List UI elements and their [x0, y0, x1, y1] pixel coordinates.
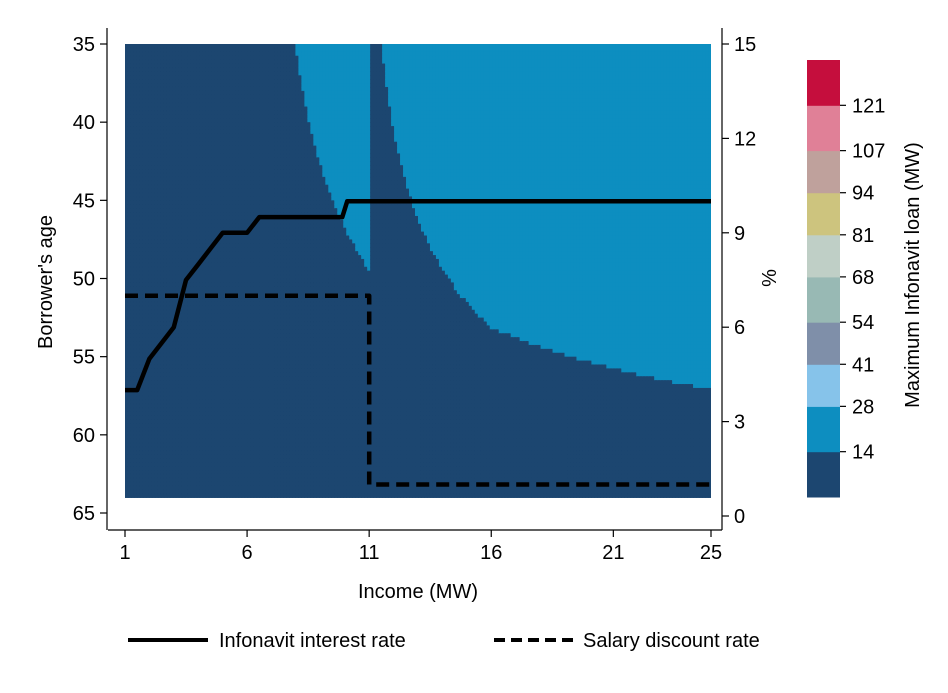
heatmap-layer [125, 44, 712, 498]
